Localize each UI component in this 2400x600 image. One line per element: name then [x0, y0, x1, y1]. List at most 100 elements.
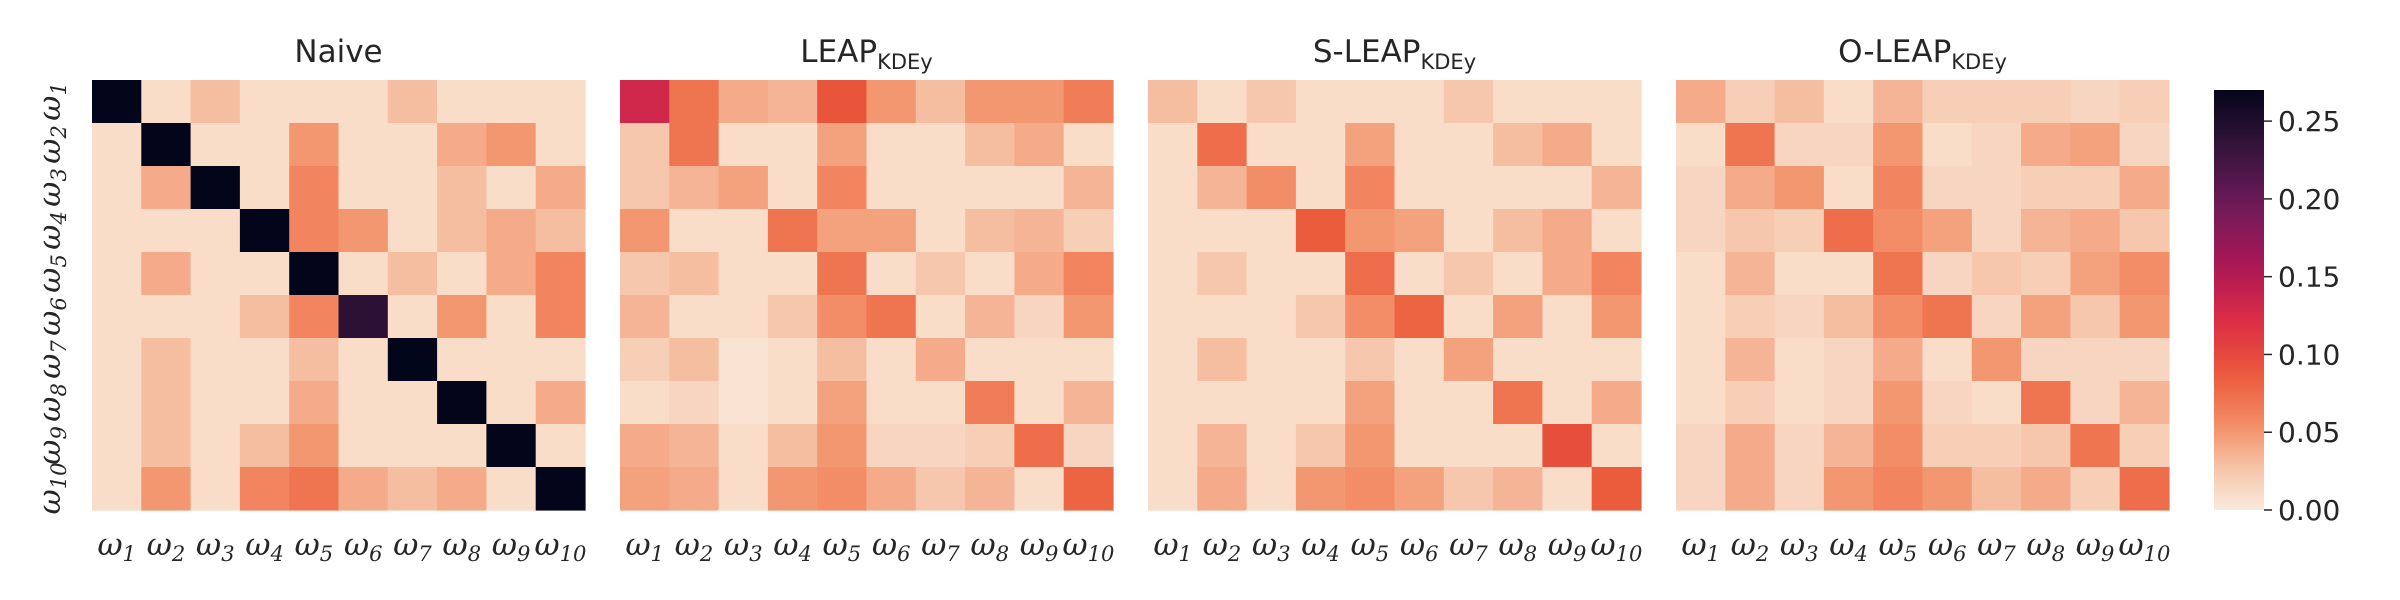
- heatmap-cell-r1-c10: [1591, 80, 1642, 124]
- heatmap-cell-r9-c7: [1971, 424, 2022, 468]
- heatmap-cell-r3-c10: [2119, 166, 2170, 210]
- heatmap-cell-r6-c7: [1971, 295, 2022, 339]
- x-tick-label: ω9: [2076, 527, 2115, 566]
- heatmap-cell-r7-c4: [1823, 338, 1874, 382]
- heatmap-cell-r9-c3: [1246, 424, 1297, 468]
- heatmap-cell-r6-c2: [141, 295, 192, 339]
- heatmap-cell-r1-c4: [239, 80, 290, 124]
- heatmap-cell-r3-c9: [486, 166, 537, 210]
- heatmap-cell-r5-c3: [718, 252, 769, 296]
- heatmap-cell-r1-c4: [1295, 80, 1346, 124]
- heatmap-cell-r8-c5: [1345, 381, 1396, 425]
- heatmap-cell-r5-c5: [817, 252, 868, 296]
- heatmap-cell-r6-c10: [1063, 295, 1114, 339]
- y-tick-label: ω5: [32, 254, 71, 293]
- heatmap-cell-r5-c9: [1014, 252, 1065, 296]
- heatmap-cell-r1-c8: [965, 80, 1015, 124]
- heatmap-cell-r6-c1: [1148, 295, 1198, 339]
- heatmap-cell-r3-c10: [535, 166, 586, 210]
- heatmap-cell-r5-c9: [1542, 252, 1593, 296]
- heatmap-cell-r10-c4: [767, 467, 818, 511]
- x-tick-label: ω1: [1153, 527, 1192, 566]
- heatmap-cell-r3-c8: [1493, 166, 1543, 210]
- heatmap-cell-r10-c2: [669, 467, 720, 511]
- heatmap-cell-r1-c3: [1774, 80, 1825, 124]
- heatmap-cell-r8-c9: [1014, 381, 1065, 425]
- heatmap-cell-r5-c6: [1922, 252, 1973, 296]
- heatmap-cell-r1-c6: [338, 80, 389, 124]
- heatmap-cell-r3-c8: [2021, 166, 2071, 210]
- heatmap-cell-r1-c7: [1443, 80, 1494, 124]
- heatmap-cell-r7-c7: [915, 338, 966, 382]
- heatmap-cell-r10-c9: [1542, 467, 1593, 511]
- heatmap-cell-r6-c1: [1676, 295, 1726, 339]
- heatmap-cell-r6-c3: [1246, 295, 1297, 339]
- heatmap-cell-r3-c10: [1591, 166, 1642, 210]
- x-tick-label: ω10: [1062, 527, 1114, 566]
- heatmap-cell-r1-c3: [1246, 80, 1297, 124]
- heatmap-cell-r10-c1: [92, 467, 142, 511]
- heatmap-cell-r5-c6: [1394, 252, 1445, 296]
- heatmap-cell-r3-c8: [965, 166, 1015, 210]
- heatmap-cell-r9-c1: [1676, 424, 1726, 468]
- x-tick-label: ω6: [1400, 527, 1439, 566]
- heatmap-cell-r5-c10: [1591, 252, 1642, 296]
- heatmap-cell-r2-c3: [718, 123, 769, 167]
- heatmap-cell-r10-c9: [1014, 467, 1065, 511]
- heatmap-cell-r10-c1: [1148, 467, 1198, 511]
- heatmap-cell-r4-c9: [1014, 209, 1065, 253]
- heatmap-cell-r6-c3: [1774, 295, 1825, 339]
- heatmap-cell-r4-c3: [1246, 209, 1297, 253]
- heatmap-cell-r4-c8: [1493, 209, 1543, 253]
- heatmap-cell-r5-c2: [669, 252, 720, 296]
- colorbar-tick-label: 0.00: [2278, 494, 2340, 527]
- heatmap-cell-r9-c5: [817, 424, 868, 468]
- y-tick-label: ω8: [32, 383, 71, 422]
- heatmap-cell-r8-c4: [767, 381, 818, 425]
- heatmap-cell-r10-c2: [141, 467, 192, 511]
- heatmap-cell-r2-c7: [1443, 123, 1494, 167]
- heatmap-cell-r7-c5: [289, 338, 340, 382]
- heatmap-cell-r8-c8: [437, 381, 487, 425]
- panel-title: S-LEAPKDEy: [1313, 34, 1476, 74]
- heatmap-cell-r5-c6: [866, 252, 917, 296]
- heatmap-cell-r9-c7: [387, 424, 438, 468]
- heatmap-cell-r5-c10: [535, 252, 586, 296]
- heatmap-cell-r7-c8: [2021, 338, 2071, 382]
- heatmap-cell-r2-c2: [1725, 123, 1776, 167]
- heatmap-cell-r2-c9: [2070, 123, 2121, 167]
- heatmap-cell-r10-c7: [915, 467, 966, 511]
- heatmap-cell-r8-c2: [1197, 381, 1248, 425]
- heatmap-cell-r2-c8: [965, 123, 1015, 167]
- heatmap-cell-r2-c3: [1774, 123, 1825, 167]
- heatmap-cell-r9-c2: [1725, 424, 1776, 468]
- heatmap-cell-r3-c3: [190, 166, 241, 210]
- panel-title: O-LEAPKDEy: [1838, 34, 2007, 74]
- heatmap-cell-r7-c9: [2070, 338, 2121, 382]
- heatmap-cell-r7-c7: [387, 338, 438, 382]
- heatmap-cell-r8-c6: [338, 381, 389, 425]
- heatmap-cell-r5-c7: [1971, 252, 2022, 296]
- heatmap-cell-r2-c5: [1873, 123, 1924, 167]
- heatmap-cell-r4-c7: [1971, 209, 2022, 253]
- x-tick-label: ω7: [1977, 527, 2016, 566]
- heatmap-cell-r2-c7: [1971, 123, 2022, 167]
- heatmap-cell-r1-c8: [2021, 80, 2071, 124]
- x-tick-label: ω10: [2118, 527, 2170, 566]
- heatmap-cell-r2-c6: [338, 123, 389, 167]
- heatmap-cell-r1-c9: [486, 80, 537, 124]
- heatmap-cell-r10-c5: [289, 467, 340, 511]
- heatmap-cell-r7-c4: [1295, 338, 1346, 382]
- heatmap-cell-r8-c8: [965, 381, 1015, 425]
- heatmap-cell-r8-c9: [1542, 381, 1593, 425]
- heatmap-cell-r8-c5: [1873, 381, 1924, 425]
- colorbar-tick-label: 0.15: [2278, 261, 2340, 294]
- heatmap-cell-r2-c8: [1493, 123, 1543, 167]
- heatmap-cell-r7-c8: [965, 338, 1015, 382]
- heatmap-cell-r5-c8: [1493, 252, 1543, 296]
- colorbar-gradient: [2214, 90, 2264, 510]
- heatmap-cell-r6-c2: [1197, 295, 1248, 339]
- heatmap-cell-r7-c3: [1774, 338, 1825, 382]
- heatmap-cell-r2-c1: [620, 123, 670, 167]
- heatmap-cell-r3-c6: [1394, 166, 1445, 210]
